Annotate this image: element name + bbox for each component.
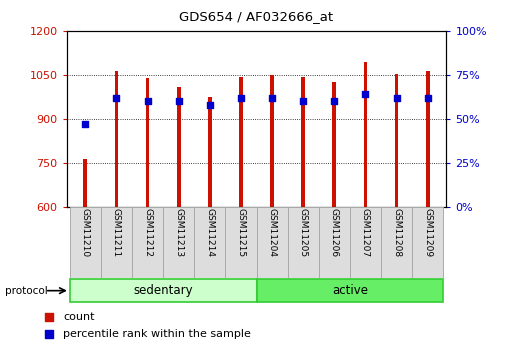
Text: GSM11206: GSM11206 [330, 208, 339, 257]
Text: GSM11214: GSM11214 [205, 208, 214, 257]
Text: GSM11209: GSM11209 [423, 208, 432, 257]
FancyBboxPatch shape [256, 279, 443, 302]
Bar [208, 97, 212, 207]
Bar [319, 207, 350, 278]
Text: GSM11213: GSM11213 [174, 208, 183, 257]
Bar [270, 75, 274, 207]
Text: count: count [63, 312, 95, 322]
Point [268, 95, 276, 101]
Text: GDS654 / AF032666_at: GDS654 / AF032666_at [180, 10, 333, 23]
Bar [394, 73, 399, 207]
Text: GSM11215: GSM11215 [236, 208, 245, 257]
Point [45, 331, 53, 337]
Point [392, 95, 401, 101]
Bar [101, 207, 132, 278]
Bar [146, 78, 149, 207]
Bar [412, 207, 443, 278]
Point [424, 95, 432, 101]
Text: GSM11208: GSM11208 [392, 208, 401, 257]
Text: protocol: protocol [5, 286, 48, 296]
Text: GSM11205: GSM11205 [299, 208, 308, 257]
Bar [84, 159, 87, 207]
Bar [194, 207, 225, 278]
Text: active: active [332, 284, 368, 297]
Text: GSM11211: GSM11211 [112, 208, 121, 257]
Text: percentile rank within the sample: percentile rank within the sample [63, 329, 251, 339]
Point [45, 314, 53, 319]
Point [206, 102, 214, 108]
Text: sedentary: sedentary [133, 284, 193, 297]
Bar [350, 207, 381, 278]
Bar [132, 207, 163, 278]
Point [237, 95, 245, 101]
FancyBboxPatch shape [70, 279, 256, 302]
Point [144, 99, 152, 104]
Bar [256, 207, 288, 278]
Bar [225, 207, 256, 278]
Text: GSM11212: GSM11212 [143, 208, 152, 257]
Text: GSM11204: GSM11204 [268, 208, 277, 257]
Point [330, 99, 339, 104]
Bar [177, 87, 181, 207]
Bar [426, 71, 429, 207]
Bar [239, 77, 243, 207]
Point [299, 99, 307, 104]
Bar [364, 62, 367, 207]
Bar [163, 207, 194, 278]
Bar [301, 77, 305, 207]
Bar [381, 207, 412, 278]
Bar [288, 207, 319, 278]
Text: GSM11210: GSM11210 [81, 208, 90, 257]
Point [361, 92, 369, 97]
Point [81, 121, 89, 127]
Point [112, 95, 121, 101]
Bar [114, 71, 119, 207]
Text: GSM11207: GSM11207 [361, 208, 370, 257]
Point [174, 99, 183, 104]
Bar [332, 82, 336, 207]
Bar [70, 207, 101, 278]
